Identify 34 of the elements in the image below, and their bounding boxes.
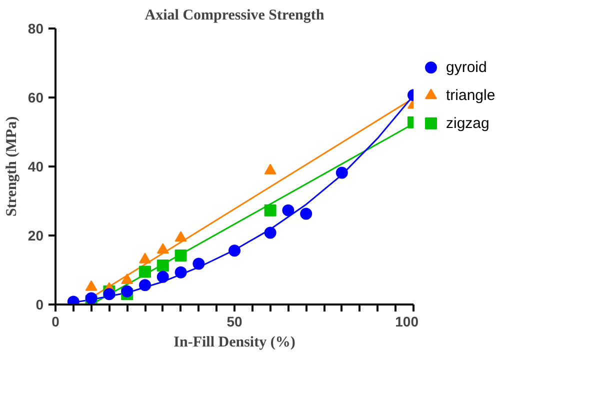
- point: [336, 166, 348, 179]
- point: [300, 208, 312, 220]
- y-tick-label: 20: [28, 228, 44, 244]
- point: [174, 250, 187, 262]
- point: [174, 231, 187, 242]
- x-axis-title: In-Fill Density (%): [174, 334, 296, 350]
- y-axis-title: Strength (MPa): [4, 116, 20, 217]
- legend-label: triangle: [446, 86, 496, 104]
- point: [156, 260, 169, 272]
- x-tick-label: 50: [226, 314, 242, 330]
- legend-label: zigzag: [446, 114, 490, 132]
- point: [121, 274, 134, 284]
- point: [139, 266, 151, 278]
- y-tick-label: 0: [36, 296, 44, 312]
- point: [156, 243, 169, 254]
- point: [174, 266, 187, 278]
- point: [282, 204, 294, 216]
- point: [228, 244, 240, 257]
- point: [192, 258, 205, 270]
- chart-title: Axial Compressive Strength: [144, 8, 325, 24]
- point: [156, 270, 169, 283]
- point: [103, 288, 116, 300]
- point: [264, 226, 276, 239]
- y-tick-label: 60: [28, 90, 44, 106]
- x-tick-label: 100: [395, 314, 419, 330]
- point: [264, 204, 276, 216]
- point: [121, 285, 134, 298]
- x-tick-label: 0: [52, 314, 60, 330]
- y-tick-label: 40: [28, 158, 44, 174]
- y-tick-label: 80: [28, 20, 44, 36]
- point: [85, 280, 98, 291]
- point: [139, 279, 151, 292]
- legend-label: gyroid: [446, 59, 487, 76]
- point: [139, 252, 151, 264]
